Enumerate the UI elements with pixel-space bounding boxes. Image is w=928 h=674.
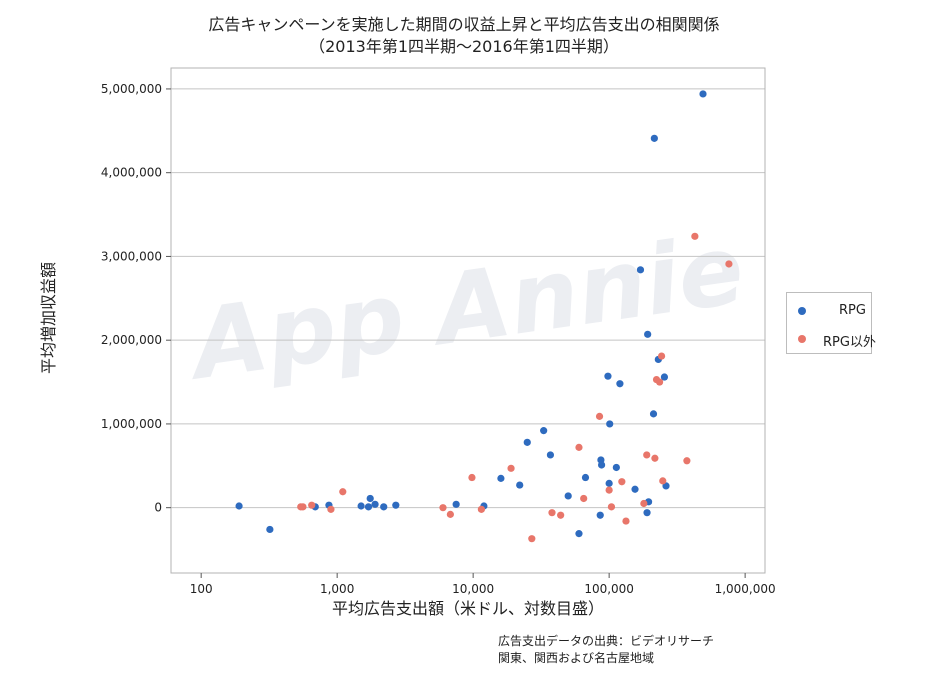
data-point (392, 501, 400, 509)
data-point (643, 509, 651, 517)
data-point (581, 473, 590, 482)
data-point (477, 505, 486, 513)
data-point (380, 503, 388, 511)
data-point (699, 90, 707, 98)
legend-item-rpg: RPG (787, 301, 873, 323)
data-point (366, 494, 374, 503)
y-tick-label: 0 (154, 501, 162, 515)
data-point (446, 510, 454, 518)
x-tick-label: 1,000,000 (715, 582, 776, 596)
data-point (607, 503, 616, 511)
x-axis-title: 平均広告支出額（米ドル、対数目盛） (332, 599, 604, 618)
data-point (580, 494, 588, 503)
x-tick-label: 1,000 (320, 582, 354, 596)
data-point (575, 530, 583, 538)
data-point (657, 352, 666, 360)
data-point (540, 427, 548, 435)
data-points (235, 90, 733, 543)
data-point (605, 486, 613, 494)
data-point (528, 535, 536, 543)
x-tick-label: 100,000 (584, 582, 634, 596)
data-point (650, 134, 658, 142)
legend: RPG RPG以外 (786, 292, 876, 354)
series-rpg (235, 90, 707, 538)
y-tick-label: 3,000,000 (101, 249, 162, 263)
chart-title: 広告キャンペーンを実施した期間の収益上昇と平均広告支出の相関関係 (208, 15, 720, 34)
data-point (631, 485, 639, 493)
legend-label-non-rpg: RPG以外 (823, 335, 876, 350)
data-point (548, 509, 556, 517)
data-point (691, 232, 699, 240)
data-point (596, 511, 604, 519)
data-point (595, 412, 604, 420)
y-axis: 0 1,000,000 2,000,000 3,000,000 4,000,000 5,0… (101, 82, 171, 515)
source-line-2: 関東、関西および名古屋地域 (498, 651, 655, 665)
data-point (546, 451, 555, 459)
data-point (616, 380, 624, 388)
data-point (439, 504, 447, 512)
data-point (266, 525, 274, 534)
chart-subtitle: （2013年第1四半期〜2016年第1四半期） (309, 37, 619, 56)
source-line-1: 広告支出データの出典：ビデオリサーチ (498, 634, 715, 648)
data-point (725, 260, 733, 268)
data-point (643, 451, 651, 459)
data-point (597, 461, 606, 469)
y-tick-label: 2,000,000 (101, 333, 162, 347)
y-axis-title: 平均増加収益額 (39, 262, 58, 374)
data-point (468, 473, 476, 482)
legend-swatch-rpg (798, 307, 806, 315)
data-point (516, 481, 524, 489)
gridlines (171, 88, 765, 509)
data-point (649, 410, 658, 418)
data-point (564, 492, 572, 500)
data-point (618, 478, 626, 486)
data-point (640, 499, 648, 508)
data-point (452, 500, 460, 508)
y-tick-label: 4,000,000 (101, 166, 162, 180)
data-point (339, 488, 347, 496)
y-tick-label: 5,000,000 (101, 82, 162, 96)
data-point (660, 373, 669, 381)
x-axis: 100 1,000 10,000 100,000 1,000,000 (190, 573, 776, 596)
source-note: 広告支出データの出典：ビデオリサーチ 関東、関西および名古屋地域 (498, 633, 714, 667)
data-point (683, 457, 691, 465)
data-point (364, 503, 373, 511)
data-point (308, 501, 316, 509)
series-non-rpg (297, 232, 733, 543)
x-tick-label: 10,000 (452, 582, 494, 596)
data-point (357, 502, 365, 510)
data-point (497, 474, 505, 482)
x-tick-label: 100 (190, 582, 213, 596)
data-point (644, 330, 652, 338)
data-point (575, 443, 583, 451)
data-point (327, 505, 335, 513)
data-point (299, 503, 307, 511)
data-point (606, 420, 614, 428)
legend-item-non-rpg: RPG以外 (787, 329, 876, 351)
data-point (557, 511, 565, 519)
data-point (605, 479, 613, 487)
data-point (507, 464, 515, 472)
data-point (622, 517, 630, 525)
data-point (636, 266, 645, 274)
data-point (659, 477, 667, 485)
plot-area (170, 67, 766, 574)
data-point (371, 500, 379, 508)
data-point (612, 463, 620, 472)
legend-label-rpg: RPG (839, 303, 866, 318)
data-point (655, 378, 664, 386)
legend-swatch-non-rpg (798, 335, 806, 343)
data-point (235, 502, 243, 510)
data-point (651, 454, 659, 462)
data-point (604, 372, 612, 380)
y-tick-label: 1,000,000 (101, 417, 162, 431)
data-point (523, 438, 531, 446)
